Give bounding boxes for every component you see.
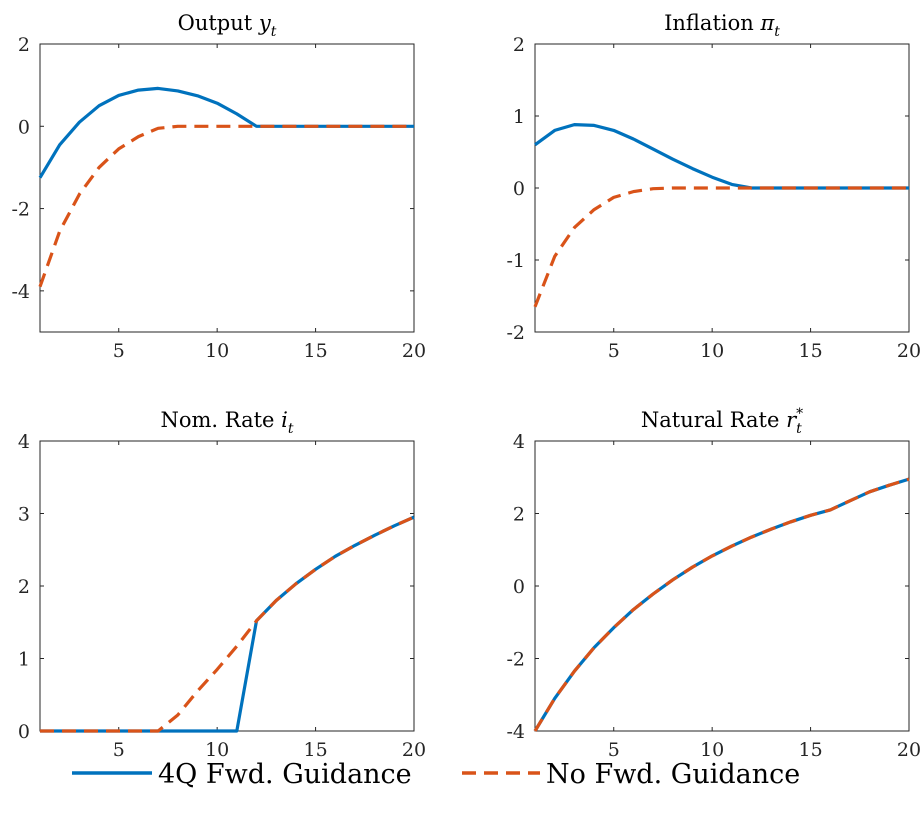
x-tick-label: 5 (608, 340, 620, 362)
series-line-fwd-guidance (534, 122, 909, 190)
y-tick-label: -2 (11, 199, 30, 221)
panel-title-superscript: * (796, 406, 803, 422)
legend-label-1: 4Q Fwd. Guidance (158, 759, 412, 790)
chart-panel-2: Inflation πt 5 10 15 20 -2 -1 0 1 2 (506, 11, 921, 362)
y-tick-label: 0 (513, 178, 525, 200)
x-tick-label: 5 (113, 739, 125, 761)
panel-title-subscript: t (288, 421, 294, 437)
panel-title-text: Natural Rate (641, 408, 786, 432)
series-line-no-fwd-guidance (40, 515, 415, 733)
panel-title: Inflation πt (664, 11, 780, 40)
chart-panel-3: Nom. Rate it 5 10 15 20 0 1 2 3 4 (18, 408, 426, 761)
x-tick-label: 10 (700, 739, 724, 761)
x-tick-label: 20 (402, 739, 426, 761)
y-tick-label: 0 (18, 116, 30, 138)
y-tick-label: 0 (18, 721, 30, 743)
chart-panel-4: Natural Rate r* t 5 10 15 20 -4 -2 0 2 4 (506, 406, 921, 761)
x-tick-label: 10 (700, 340, 724, 362)
y-tick-label: -4 (11, 281, 30, 303)
x-tick-label: 15 (798, 340, 822, 362)
x-tick-label: 20 (402, 340, 426, 362)
y-tick-label: -2 (506, 649, 525, 671)
y-tick-label: 3 (18, 504, 30, 526)
x-tick-label: 5 (608, 739, 620, 761)
y-tick-label: 1 (513, 106, 525, 128)
x-tick-label: 15 (798, 739, 822, 761)
x-tick-label: 20 (897, 340, 921, 362)
axes-box (39, 43, 415, 333)
series-line-no-fwd-guidance (38, 124, 414, 288)
panel-title-text: Nom. Rate (161, 408, 282, 432)
panel-title-text: Inflation (664, 11, 760, 35)
panel-title-symbol: i (281, 408, 288, 432)
panel-title: Output yt (178, 11, 277, 40)
panel-title-symbol: y (258, 11, 272, 35)
series-line-no-fwd-guidance (533, 186, 909, 308)
axes-box (534, 440, 910, 732)
chart-panel-1: Output yt 5 10 15 20 -4 -2 0 2 (11, 11, 426, 362)
y-tick-label: 2 (513, 504, 525, 526)
x-tick-label: 15 (303, 340, 327, 362)
panel-title: Nom. Rate it (161, 408, 294, 437)
panel-title-subscript: t (796, 421, 802, 437)
x-tick-label: 10 (205, 340, 229, 362)
y-tick-label: 2 (18, 576, 30, 598)
y-tick-label: -4 (506, 721, 525, 743)
axes-box (39, 440, 415, 732)
x-tick-label: 5 (113, 340, 125, 362)
y-tick-label: -1 (506, 250, 525, 272)
y-tick-label: 2 (18, 34, 30, 56)
y-tick-label: 0 (513, 576, 525, 598)
panel-title-symbol: π (759, 11, 775, 35)
x-tick-label: 10 (205, 739, 229, 761)
panel-title-subscript: t (271, 24, 277, 40)
panel-title-subscript: t (774, 24, 780, 40)
y-tick-label: 2 (513, 34, 525, 56)
x-tick-label: 20 (897, 739, 921, 761)
x-tick-label: 15 (303, 739, 327, 761)
panel-title: Natural Rate r* t (641, 406, 803, 437)
y-tick-label: 4 (513, 431, 525, 453)
y-tick-label: 1 (18, 649, 30, 671)
panel-title-text: Output (178, 11, 259, 35)
legend: 4Q Fwd. Guidance No Fwd. Guidance (72, 759, 800, 790)
y-tick-label: 4 (18, 431, 30, 453)
legend-label-2: No Fwd. Guidance (546, 759, 800, 790)
series-line-no-fwd-guidance (533, 477, 910, 732)
panel-title-symbol: r (786, 408, 798, 432)
y-tick-label: -2 (506, 322, 525, 344)
